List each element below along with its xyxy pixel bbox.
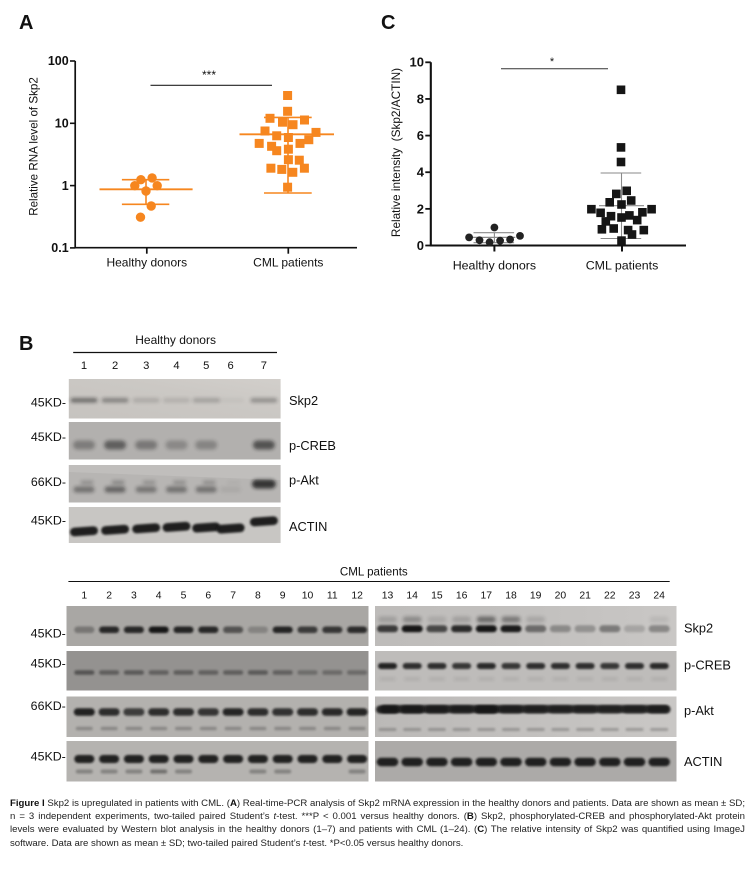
svg-text:14: 14 [406, 591, 418, 602]
svg-text:45KD-: 45KD- [31, 750, 66, 764]
svg-text:Healthy donors: Healthy donors [106, 256, 187, 270]
svg-text:p-Akt: p-Akt [684, 703, 714, 718]
svg-text:12: 12 [351, 591, 363, 602]
svg-text:23: 23 [629, 591, 641, 602]
svg-text:2: 2 [417, 201, 424, 216]
svg-text:CML patients: CML patients [253, 256, 323, 270]
svg-text:CML patients: CML patients [340, 566, 408, 579]
svg-text:5: 5 [181, 591, 187, 602]
svg-text:p-CREB: p-CREB [684, 658, 731, 673]
svg-text:66KD-: 66KD- [31, 475, 66, 489]
svg-text:ACTIN: ACTIN [684, 754, 722, 769]
svg-text:8: 8 [255, 591, 261, 602]
svg-text:24: 24 [653, 591, 665, 602]
svg-text:45KD-: 45KD- [31, 396, 66, 410]
svg-text:Relative intensity (Skp2/ACTI: Relative intensity (Skp2/ACTIN) [389, 68, 403, 237]
svg-text:18: 18 [505, 591, 517, 602]
svg-text:7: 7 [261, 360, 267, 372]
svg-text:9: 9 [280, 591, 286, 602]
svg-text:11: 11 [327, 591, 338, 602]
svg-text:*: * [550, 56, 555, 68]
svg-text:45KD-: 45KD- [31, 430, 66, 444]
svg-text:7: 7 [230, 591, 236, 602]
svg-text:5: 5 [203, 360, 209, 372]
svg-text:3: 3 [131, 591, 137, 602]
svg-text:13: 13 [382, 591, 394, 602]
svg-text:16: 16 [456, 591, 468, 602]
svg-text:CML patients: CML patients [586, 259, 659, 273]
svg-text:20: 20 [555, 591, 567, 602]
svg-text:Skp2: Skp2 [684, 621, 713, 636]
svg-text:22: 22 [604, 591, 616, 602]
svg-text:3: 3 [143, 360, 149, 372]
svg-text:1: 1 [81, 591, 87, 602]
svg-text:1: 1 [62, 179, 69, 193]
svg-text:21: 21 [579, 591, 591, 602]
svg-text:1: 1 [81, 360, 87, 372]
svg-text:45KD-: 45KD- [31, 657, 66, 671]
svg-text:100: 100 [48, 54, 69, 68]
svg-text:19: 19 [530, 591, 542, 602]
svg-text:6: 6 [227, 360, 233, 372]
svg-text:0: 0 [417, 238, 424, 253]
svg-text:Relative RNA level of Skp2: Relative RNA level of Skp2 [28, 77, 41, 216]
svg-text:45KD-: 45KD- [31, 627, 66, 641]
svg-text:Skp2: Skp2 [289, 393, 318, 408]
svg-text:0.1: 0.1 [51, 241, 68, 255]
svg-text:4: 4 [417, 165, 425, 180]
svg-text:17: 17 [481, 591, 493, 602]
svg-text:Healthy donors: Healthy donors [453, 259, 536, 273]
svg-text:4: 4 [156, 591, 162, 602]
svg-text:10: 10 [55, 117, 69, 131]
svg-text:8: 8 [417, 91, 424, 106]
svg-text:p-CREB: p-CREB [289, 438, 336, 453]
svg-text:4: 4 [173, 360, 179, 372]
svg-text:15: 15 [431, 591, 443, 602]
svg-text:6: 6 [205, 591, 211, 602]
svg-text:6: 6 [417, 128, 424, 143]
svg-text:ACTIN: ACTIN [289, 519, 327, 534]
svg-text:10: 10 [302, 591, 314, 602]
svg-text:p-Akt: p-Akt [289, 473, 319, 488]
svg-text:Healthy donors: Healthy donors [135, 333, 216, 347]
svg-text:10: 10 [410, 55, 424, 70]
svg-text:45KD-: 45KD- [31, 514, 66, 528]
svg-text:2: 2 [112, 360, 118, 372]
svg-text:66KD-: 66KD- [31, 699, 66, 713]
svg-text:2: 2 [106, 591, 112, 602]
svg-text:***: *** [202, 68, 216, 82]
